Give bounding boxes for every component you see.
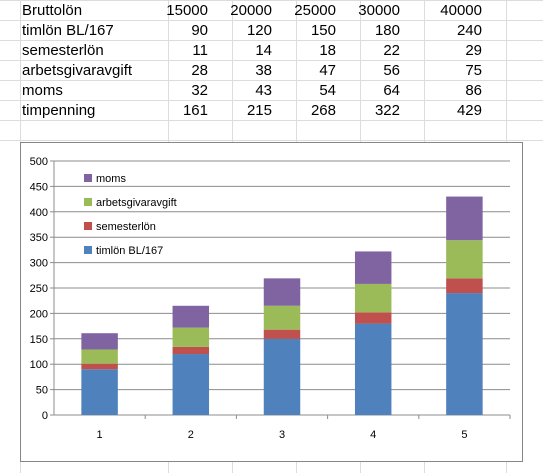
- bar-segment: [446, 240, 483, 279]
- header-value-cell[interactable]: 25000: [294, 1, 336, 19]
- data-table: Bruttolön 15000 20000 25000 30000 40000 …: [0, 0, 486, 120]
- value-cell[interactable]: 43: [255, 81, 272, 99]
- bar-segment: [354, 283, 392, 313]
- x-tick-label: 2: [188, 429, 194, 441]
- x-tick-label: 3: [279, 429, 285, 441]
- bar-segment: [354, 323, 392, 415]
- value-cell[interactable]: 29: [465, 41, 482, 59]
- row-divider: [0, 40, 543, 41]
- value-cell[interactable]: 54: [319, 81, 336, 99]
- row-divider: [0, 80, 543, 81]
- value-cell[interactable]: 150: [310, 21, 336, 39]
- y-tick-label: 300: [30, 258, 48, 270]
- row-label-cell[interactable]: arbetsgivaravgift: [22, 61, 133, 79]
- bar-segment: [446, 196, 483, 241]
- y-tick-label: 50: [36, 385, 48, 397]
- legend-swatch: [84, 174, 92, 182]
- chart-canvas: 0 50 100 150 200 250 300 350 400 450 500 1 2 3 4 5 moms a…: [30, 156, 511, 441]
- bar-segment: [354, 312, 392, 324]
- value-cell[interactable]: 18: [319, 41, 336, 59]
- bar-segment: [172, 354, 210, 415]
- row-divider: [0, 100, 543, 101]
- x-tick-label: 4: [370, 429, 376, 441]
- row-label-cell[interactable]: semesterlön: [22, 41, 104, 59]
- value-cell[interactable]: 75: [465, 61, 482, 79]
- bar-segment: [81, 333, 118, 350]
- value-cell[interactable]: 22: [383, 41, 400, 59]
- bar-segment: [81, 349, 118, 364]
- row-label-cell[interactable]: timpenning: [22, 101, 96, 119]
- legend-swatch: [84, 222, 92, 230]
- y-tick-label: 450: [30, 181, 48, 193]
- y-tick-label: 150: [30, 334, 48, 346]
- value-cell[interactable]: 14: [255, 41, 272, 59]
- header-row: Bruttolön 15000 20000 25000 30000 40000: [0, 0, 486, 20]
- value-cell[interactable]: 429: [456, 101, 482, 119]
- row-divider: [0, 20, 543, 21]
- bar-segment: [172, 346, 210, 355]
- y-tick-label: 250: [30, 283, 48, 295]
- bar-segment: [81, 363, 118, 370]
- bar-segment: [263, 329, 301, 339]
- bar-segment: [263, 338, 301, 415]
- bar-segment: [81, 369, 118, 415]
- legend-swatch: [84, 198, 92, 206]
- value-cell[interactable]: 90: [191, 21, 208, 39]
- x-tick-label: 5: [461, 429, 467, 441]
- y-tick-label: 200: [30, 308, 48, 320]
- value-cell[interactable]: 47: [319, 61, 336, 79]
- row-label-cell[interactable]: timlön BL/167: [22, 21, 114, 39]
- bar-segment: [263, 278, 301, 306]
- value-cell[interactable]: 11: [192, 41, 208, 59]
- value-cell[interactable]: 38: [255, 61, 272, 79]
- row-divider: [0, 140, 543, 141]
- value-cell[interactable]: 120: [246, 21, 272, 39]
- value-cell[interactable]: 268: [310, 101, 336, 119]
- legend-swatch: [84, 246, 92, 254]
- stacked-bar-chart[interactable]: 0 50 100 150 200 250 300 350 400 450 500 1 2 3 4 5 moms a…: [20, 142, 523, 462]
- y-tick-label: 400: [30, 207, 48, 219]
- value-cell[interactable]: 322: [374, 101, 400, 119]
- value-cell[interactable]: 56: [383, 61, 400, 79]
- table-row: semesterlön 11 14 18 22 29: [0, 40, 486, 60]
- value-cell[interactable]: 32: [191, 81, 208, 99]
- bar-segment: [446, 293, 483, 415]
- bar-segment: [263, 305, 301, 330]
- header-value-cell[interactable]: 30000: [358, 1, 400, 19]
- row-label-cell[interactable]: moms: [22, 81, 63, 99]
- value-cell[interactable]: 28: [191, 61, 208, 79]
- bar-segment: [354, 251, 392, 284]
- header-cell[interactable]: Bruttolön: [22, 1, 83, 19]
- table-row: timlön BL/167 90 120 150 180 240: [0, 20, 486, 40]
- table-row: moms 32 43 54 64 86: [0, 80, 486, 100]
- header-value-cell[interactable]: 40000: [440, 1, 482, 19]
- legend-label: semesterlön: [96, 221, 156, 233]
- row-divider: [0, 60, 543, 61]
- x-tick-label: 1: [97, 429, 103, 441]
- value-cell[interactable]: 215: [246, 101, 272, 119]
- legend-label: moms: [96, 173, 126, 185]
- y-tick-label: 500: [30, 156, 48, 168]
- value-cell[interactable]: 240: [456, 21, 482, 39]
- bar-segment: [446, 278, 483, 294]
- legend-label: timlön BL/167: [96, 245, 163, 257]
- bar-segment: [172, 305, 210, 328]
- y-tick-label: 0: [42, 410, 48, 422]
- table-row: arbetsgivaravgift 28 38 47 56 75: [0, 60, 486, 80]
- legend-label: arbetsgivaravgift: [96, 197, 177, 209]
- value-cell[interactable]: 161: [182, 101, 208, 119]
- y-tick-label: 350: [30, 232, 48, 244]
- y-tick-label: 100: [30, 359, 48, 371]
- header-value-cell[interactable]: 20000: [230, 1, 272, 19]
- value-cell[interactable]: 64: [383, 81, 400, 99]
- row-divider: [0, 120, 543, 121]
- header-value-cell[interactable]: 15000: [166, 1, 208, 19]
- value-cell[interactable]: 86: [465, 81, 482, 99]
- value-cell[interactable]: 180: [374, 21, 400, 39]
- row-divider: [0, 0, 543, 1]
- table-row: timpenning 161 215 268 322 429: [0, 100, 486, 120]
- bar-segment: [172, 327, 210, 347]
